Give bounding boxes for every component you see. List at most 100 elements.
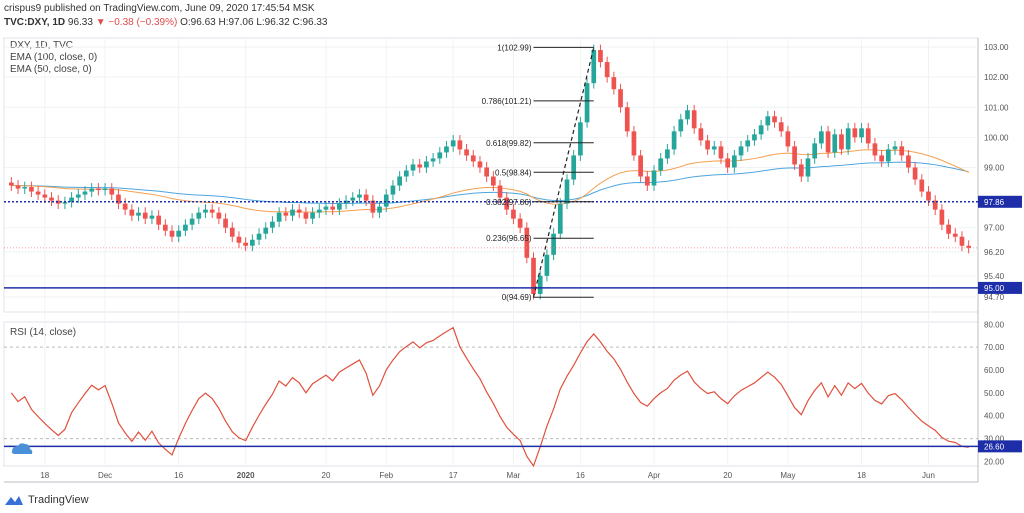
rsi-tick-label: 40.00 <box>984 412 1005 421</box>
candle-body <box>825 131 831 153</box>
alert-cloud-icon <box>11 443 33 454</box>
candle-body <box>859 128 864 138</box>
candle-body <box>812 143 818 159</box>
candle-body <box>276 212 282 222</box>
candle-body <box>959 236 965 246</box>
price-tick-label: 100.00 <box>984 133 1009 142</box>
candle-body <box>49 197 54 201</box>
candle-body <box>156 215 161 225</box>
candle-body <box>383 194 389 207</box>
high-value: H:97.06 <box>218 17 254 28</box>
candle-body <box>718 146 724 159</box>
candle-body <box>15 185 21 189</box>
time-tick-label: 18 <box>857 471 866 480</box>
candle-body <box>96 188 101 191</box>
price-change: ▼ −0.38 (−0.39%) <box>95 17 178 28</box>
time-tick-label: 20 <box>322 471 331 480</box>
price-tick-label: 101.00 <box>984 103 1009 112</box>
time-tick-label: Jun <box>922 471 935 480</box>
candle-body <box>524 227 530 258</box>
time-tick-label: 20 <box>723 471 732 480</box>
price-tick-label: 96.20 <box>984 248 1005 257</box>
candle-body <box>116 194 121 204</box>
price-tick-label: 103.00 <box>984 43 1009 52</box>
time-tick-label: Mar <box>507 471 521 480</box>
candle-body <box>685 110 690 120</box>
candle-body <box>926 191 931 201</box>
candle-body <box>919 179 925 192</box>
candle-body <box>136 212 141 216</box>
candle-body <box>142 212 148 219</box>
candle-body <box>584 83 590 123</box>
low-value: L:96.32 <box>256 17 290 28</box>
candle-body <box>29 187 34 192</box>
candle-body <box>785 131 791 147</box>
candle-body <box>758 125 764 135</box>
candle-body <box>477 161 483 168</box>
candle-body <box>819 131 824 144</box>
rsi-tick-label: 70.00 <box>984 343 1005 352</box>
candle-body <box>698 128 704 141</box>
candle-body <box>798 164 804 177</box>
price-marker-box <box>978 195 1022 208</box>
candle-body <box>444 146 449 153</box>
candle-body <box>658 158 664 171</box>
candle-body <box>330 206 336 210</box>
candle-body <box>725 158 730 168</box>
candle-body <box>437 152 443 159</box>
candle-body <box>263 227 269 234</box>
candle-body <box>484 167 489 177</box>
candle-body <box>765 116 771 126</box>
candle-body <box>571 155 577 180</box>
candle-body <box>370 200 376 213</box>
publish-line: crispus9 published on TradingView.com, J… <box>4 3 315 14</box>
candle-body <box>872 143 878 156</box>
fib-level-label: 0.382(97.86) <box>486 198 532 207</box>
candle-body <box>357 194 362 198</box>
candle-body <box>417 164 423 168</box>
legend-title: DXY, 1D, TVC <box>10 40 73 51</box>
candle-body <box>711 146 717 150</box>
price-tick-label: 95.40 <box>984 272 1005 281</box>
candle-body <box>216 212 222 219</box>
candle-body <box>892 146 898 150</box>
candle-body <box>865 128 871 144</box>
candle-body <box>932 200 938 210</box>
price-marker-label: 95.00 <box>984 284 1005 293</box>
candle-body <box>109 188 115 195</box>
candle-body <box>183 224 188 231</box>
candle-body <box>457 140 463 150</box>
price-tick-label: 94.70 <box>984 293 1005 302</box>
candle-body <box>229 227 235 237</box>
price-marker-label: 97.86 <box>984 198 1005 207</box>
candle-body <box>75 194 81 198</box>
candle-body <box>591 50 597 84</box>
candle-body <box>62 202 68 204</box>
rsi-tick-label: 80.00 <box>984 320 1005 329</box>
fib-trend-line <box>532 47 595 298</box>
candle-body <box>22 187 28 189</box>
time-tick-label: 2020 <box>237 471 255 480</box>
candle-body <box>504 197 510 210</box>
candle-body <box>290 209 295 216</box>
candle-body <box>410 164 416 171</box>
candle-body <box>551 233 556 255</box>
symbol-label: TVC:DXY, 1D <box>4 17 66 28</box>
candle-body <box>852 128 858 138</box>
candle-body <box>9 182 14 186</box>
time-tick-label: 18 <box>40 471 49 480</box>
candle-body <box>966 245 971 248</box>
candle-body <box>598 50 603 63</box>
candle-body <box>89 188 95 192</box>
rsi-tick-label: 60.00 <box>984 366 1005 375</box>
candle-body <box>122 203 128 210</box>
candle-body <box>256 233 262 240</box>
candle-body <box>564 179 570 204</box>
candle-body <box>343 200 349 204</box>
fib-level-label: 0.618(99.82) <box>486 139 532 148</box>
candle-body <box>250 239 255 246</box>
time-tick-label: 16 <box>576 471 585 480</box>
candle-body <box>69 197 74 203</box>
